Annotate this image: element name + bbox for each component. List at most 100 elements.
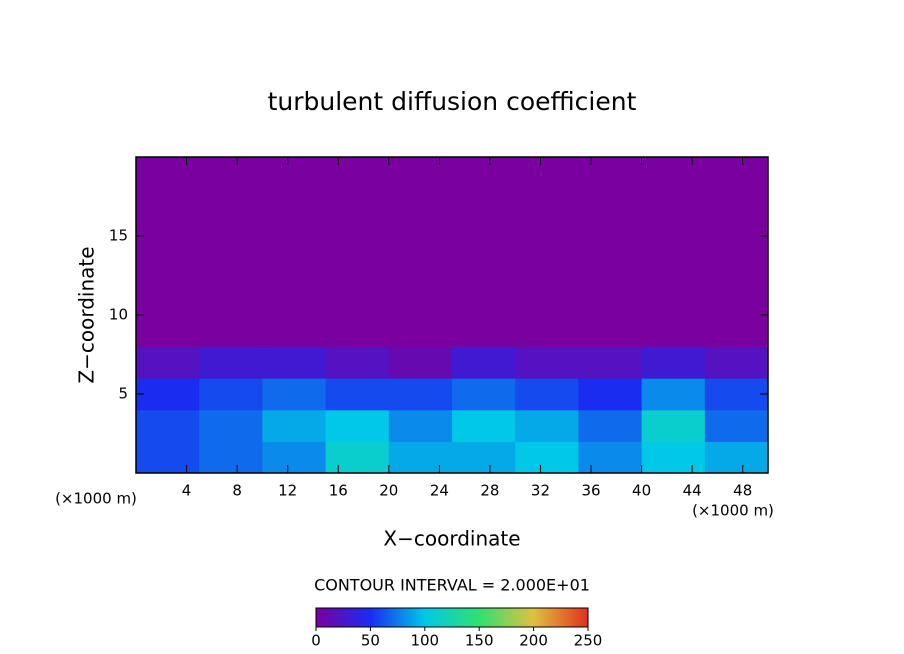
cell <box>452 283 516 316</box>
cell <box>578 346 643 379</box>
x-tick-label: 44 <box>683 482 702 500</box>
x-tick-label: 32 <box>531 482 550 500</box>
cell <box>704 283 769 316</box>
cell <box>578 251 643 284</box>
colorbar-label: 250 <box>574 632 603 650</box>
cell <box>136 409 200 442</box>
cell <box>641 441 706 474</box>
x-tick-label: 28 <box>480 482 499 500</box>
cell <box>578 157 643 190</box>
x-tick-label: 40 <box>632 482 651 500</box>
cell <box>136 220 200 253</box>
cell <box>388 315 453 348</box>
cell <box>325 157 390 190</box>
cell <box>262 283 327 316</box>
cell <box>136 283 200 316</box>
x-tick-label: 36 <box>581 482 600 500</box>
cell <box>704 441 769 474</box>
cell <box>136 378 200 411</box>
cell <box>199 283 263 316</box>
x-unit: (×1000 m) <box>692 502 774 520</box>
cell <box>515 283 579 316</box>
cell <box>578 283 643 316</box>
cell <box>136 315 200 348</box>
cell <box>704 157 769 190</box>
cell <box>262 378 327 411</box>
cell <box>325 251 390 284</box>
cell <box>704 220 769 253</box>
y-tick-label: 10 <box>109 306 128 324</box>
cell <box>515 378 579 411</box>
cell <box>388 346 453 379</box>
cell <box>199 251 263 284</box>
y-tick-label: 15 <box>109 227 128 245</box>
colorbar-label: 0 <box>311 632 321 650</box>
cell <box>578 315 643 348</box>
cell <box>262 409 327 442</box>
cell <box>388 251 453 284</box>
cell <box>515 220 579 253</box>
cell <box>262 251 327 284</box>
cell <box>452 157 516 190</box>
cell <box>515 315 579 348</box>
cell <box>262 315 327 348</box>
x-tick-label: 24 <box>430 482 449 500</box>
cell <box>641 220 706 253</box>
cell <box>704 251 769 284</box>
colorbar-label: 50 <box>361 632 380 650</box>
cell <box>641 409 706 442</box>
cell <box>578 441 643 474</box>
cell <box>388 188 453 221</box>
cell <box>641 378 706 411</box>
cell <box>325 283 390 316</box>
y-unit: (×1000 m) <box>55 490 137 508</box>
cell <box>199 441 263 474</box>
chart-title: turbulent diffusion coefficient <box>268 87 637 116</box>
cell <box>136 441 200 474</box>
cell <box>388 441 453 474</box>
cell <box>262 220 327 253</box>
cell <box>199 157 263 190</box>
cell <box>388 378 453 411</box>
x-axis-label: X−coordinate <box>383 527 520 551</box>
x-tick-label: 8 <box>232 482 242 500</box>
cell <box>199 188 263 221</box>
cell <box>578 409 643 442</box>
cell <box>452 441 516 474</box>
x-tick-label: 4 <box>182 482 192 500</box>
cell <box>325 346 390 379</box>
cell <box>136 157 200 190</box>
cell <box>199 346 263 379</box>
cell <box>136 188 200 221</box>
cell <box>452 346 516 379</box>
cell <box>452 409 516 442</box>
cell <box>199 409 263 442</box>
cell <box>325 220 390 253</box>
cell <box>578 220 643 253</box>
cell <box>199 315 263 348</box>
cell <box>262 157 327 190</box>
cell <box>578 378 643 411</box>
cell <box>452 220 516 253</box>
x-tick-label: 16 <box>329 482 348 500</box>
cell <box>515 441 579 474</box>
contour-note: CONTOUR INTERVAL = 2.000E+01 <box>314 576 590 595</box>
cell <box>388 283 453 316</box>
cell <box>325 409 390 442</box>
cell <box>578 188 643 221</box>
colorbar-label: 200 <box>519 632 548 650</box>
cell <box>388 157 453 190</box>
cell <box>641 188 706 221</box>
cell <box>704 378 769 411</box>
cell <box>704 188 769 221</box>
cell <box>262 441 327 474</box>
cell <box>641 251 706 284</box>
cell <box>641 315 706 348</box>
y-tick-label: 5 <box>118 385 128 403</box>
colorbar <box>315 607 589 628</box>
x-tick-label: 48 <box>733 482 752 500</box>
cell <box>641 157 706 190</box>
cell <box>641 283 706 316</box>
cell <box>515 409 579 442</box>
cell <box>704 315 769 348</box>
